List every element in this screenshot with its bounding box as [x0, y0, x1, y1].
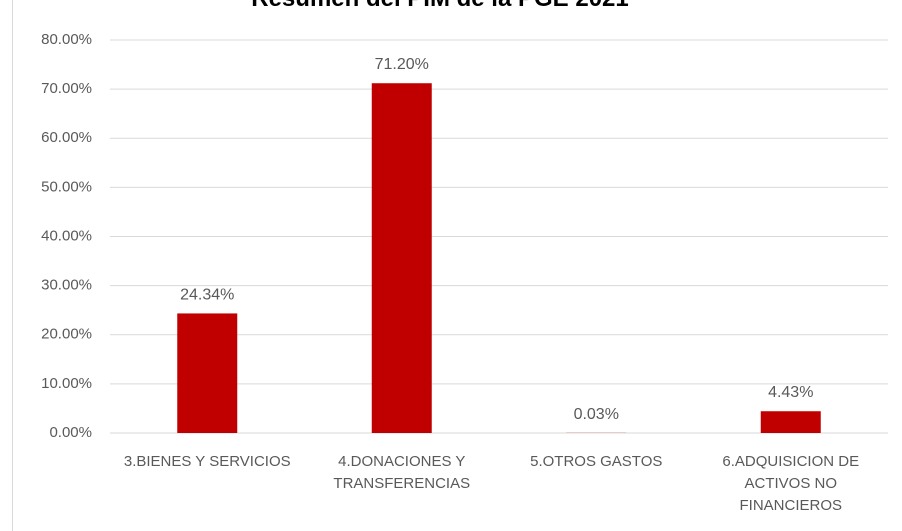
x-tick-label: 5.OTROS GASTOS	[530, 453, 663, 470]
value-label: 0.03%	[574, 406, 619, 423]
chart-border	[12, 0, 13, 531]
y-tick-label: 80.00%	[41, 31, 92, 48]
y-tick-label: 30.00%	[41, 277, 92, 294]
y-tick-label: 20.00%	[41, 326, 92, 343]
y-tick-label: 50.00%	[41, 178, 92, 195]
y-tick-label: 40.00%	[41, 227, 92, 244]
y-tick-label: 70.00%	[41, 80, 92, 97]
value-label: 24.34%	[180, 286, 234, 303]
bar	[760, 411, 821, 433]
value-label: 71.20%	[375, 56, 429, 73]
y-tick-label: 0.00%	[49, 424, 92, 441]
y-tick-label: 60.00%	[41, 129, 92, 146]
chart-title: Resumen del PIM de la PGE 2021	[251, 0, 628, 12]
value-label: 4.43%	[768, 384, 813, 401]
bar	[371, 83, 432, 433]
x-tick-label: 3.BIENES Y SERVICIOS	[123, 453, 291, 470]
x-tick-label: 6.ADQUISICION DE ACTIVOS NO FINANCIEROS	[722, 453, 860, 514]
x-tick-label: 4.DONACIONES Y TRANSFERENCIAS	[333, 453, 471, 492]
y-tick-label: 10.00%	[41, 375, 92, 392]
bar	[177, 313, 238, 433]
